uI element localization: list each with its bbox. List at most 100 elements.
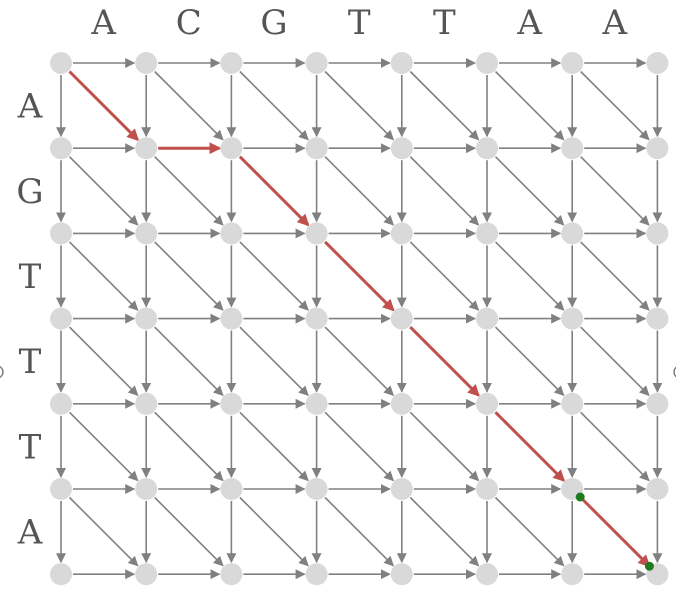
edge-marker-left [0, 365, 4, 379]
edge-diagonal [68, 241, 139, 311]
grid-node [50, 52, 72, 74]
grid-node [476, 307, 498, 330]
grid-node [50, 222, 72, 245]
grid-node [476, 222, 498, 245]
grid-node [135, 307, 158, 330]
top-label: A [516, 3, 542, 43]
edge-diagonal [324, 326, 395, 397]
grid-node [390, 222, 413, 245]
grid-node [305, 137, 328, 160]
grid-node [561, 52, 584, 74]
edge-diagonal [68, 326, 139, 397]
edge-diagonal [154, 496, 224, 567]
edge-diagonal [239, 411, 309, 482]
grid-node [390, 52, 413, 74]
grid-node [50, 478, 72, 500]
grid-node [561, 392, 584, 415]
edge-diagonal [68, 156, 139, 226]
left-label: T [19, 342, 42, 382]
edge-diagonal [494, 326, 565, 397]
grid-node [135, 222, 158, 245]
edge-diagonal [239, 326, 309, 397]
grid-node [305, 307, 328, 330]
grid-node [50, 307, 72, 330]
top-label: C [176, 3, 202, 43]
grid-nodes [50, 52, 669, 586]
grid-node [646, 222, 669, 245]
edge-diagonal [580, 70, 650, 141]
grid-node [646, 478, 669, 500]
grid-node [646, 137, 669, 160]
grid-node [561, 137, 584, 160]
edge-diagonal [494, 496, 565, 567]
grid-node [135, 563, 158, 586]
path-edge [409, 326, 480, 397]
grid-node [135, 137, 158, 160]
grid-node [305, 563, 328, 586]
top-label: A [90, 3, 116, 43]
top-label: T [348, 3, 371, 43]
left-label: A [17, 87, 43, 127]
grid-node [561, 222, 584, 245]
grid-node [646, 392, 669, 415]
path-edge [68, 70, 140, 142]
grid-node [135, 52, 158, 74]
edge-diagonal [409, 411, 480, 482]
left-sequence-labels: A G T T T A [16, 87, 43, 553]
edge-diagonal [239, 241, 309, 311]
edge-diagonal [324, 70, 395, 141]
grid-node [305, 478, 328, 500]
edge-diagonal [494, 241, 565, 311]
grid-node [220, 52, 243, 74]
edge-diagonal [68, 411, 139, 482]
path-edge [324, 240, 395, 312]
grid-node [390, 137, 413, 160]
edge-marker-right [673, 366, 676, 378]
left-label: A [17, 513, 43, 553]
grid-node [50, 137, 72, 160]
edge-diagonal [409, 70, 480, 141]
edge-diagonal [494, 70, 565, 141]
left-label: T [19, 257, 42, 297]
edge-diagonal [580, 411, 650, 482]
grid-node [390, 307, 413, 330]
highlight-dot [644, 561, 654, 571]
edge-diagonal [580, 156, 650, 226]
top-label: G [260, 3, 287, 43]
grid-node [135, 392, 158, 415]
grid-node [390, 392, 413, 415]
grid-node [305, 222, 328, 245]
edge-diagonal [154, 411, 224, 482]
edge-diagonal [239, 496, 309, 567]
grid-node [476, 392, 498, 415]
grid-node [305, 52, 328, 74]
left-label: G [16, 172, 43, 212]
grid-node [646, 307, 669, 330]
edge-diagonal [68, 496, 139, 567]
path-edge [238, 155, 310, 227]
highlight-points [575, 492, 654, 571]
edge-diagonal [580, 326, 650, 397]
top-label: T [433, 3, 456, 43]
grid-node [220, 137, 243, 160]
alignment-path [68, 70, 651, 568]
edge-diagonal [409, 156, 480, 226]
grid-node [476, 52, 498, 74]
grid-node [476, 563, 498, 586]
edge-diagonal [154, 70, 224, 141]
highlight-dot [575, 492, 585, 502]
path-edge [579, 496, 651, 568]
edge-diagonal [154, 156, 224, 226]
grid-node [305, 392, 328, 415]
edge-diagonal [580, 241, 650, 311]
edge-diagonal [409, 496, 480, 567]
edge-diagonal [494, 156, 565, 226]
grid-node [220, 478, 243, 500]
grid-node [220, 563, 243, 586]
grid-edges [56, 58, 663, 580]
grid-node [135, 478, 158, 500]
edge-diagonal [154, 326, 224, 397]
grid-node [390, 563, 413, 586]
